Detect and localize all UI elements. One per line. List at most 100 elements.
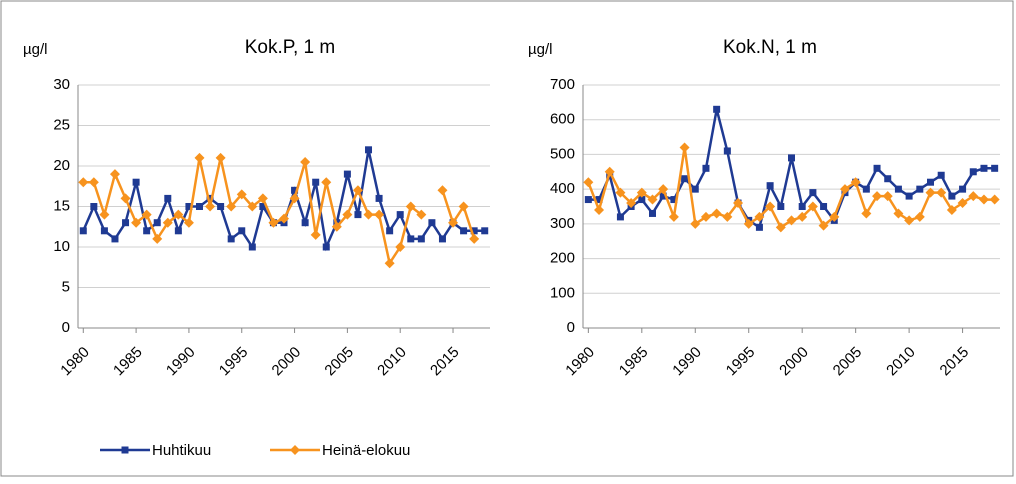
marker bbox=[363, 209, 374, 220]
marker bbox=[914, 211, 925, 222]
marker bbox=[354, 211, 362, 219]
marker bbox=[120, 193, 131, 204]
marker bbox=[882, 191, 893, 202]
marker bbox=[991, 164, 999, 172]
y-tick-label: 0 bbox=[62, 319, 70, 336]
marker bbox=[300, 156, 311, 167]
marker bbox=[331, 221, 342, 232]
marker bbox=[754, 211, 765, 222]
marker bbox=[861, 208, 872, 219]
marker bbox=[959, 185, 967, 193]
marker bbox=[713, 105, 721, 113]
marker bbox=[238, 227, 246, 235]
y-tick-label: 600 bbox=[550, 111, 575, 128]
marker bbox=[236, 189, 247, 200]
marker bbox=[839, 184, 850, 195]
marker bbox=[691, 185, 699, 193]
marker bbox=[174, 227, 182, 235]
chart-title: Kok.P, 1 m bbox=[245, 37, 335, 58]
marker bbox=[195, 203, 203, 210]
marker bbox=[395, 242, 406, 252]
marker bbox=[405, 201, 416, 212]
marker bbox=[185, 203, 193, 210]
marker bbox=[809, 189, 817, 197]
y-axis-label: µg/l bbox=[528, 41, 553, 58]
marker bbox=[797, 211, 808, 222]
marker bbox=[948, 192, 956, 200]
marker bbox=[481, 227, 489, 235]
marker bbox=[301, 219, 309, 227]
marker bbox=[679, 142, 690, 153]
marker bbox=[343, 170, 351, 178]
marker bbox=[78, 177, 89, 188]
y-tick-label: 700 bbox=[550, 76, 575, 93]
marker bbox=[615, 187, 626, 198]
marker bbox=[321, 177, 332, 188]
marker bbox=[937, 171, 945, 179]
marker bbox=[702, 164, 710, 172]
marker bbox=[206, 194, 214, 202]
legend-label: Huhtikuu bbox=[152, 442, 211, 459]
legend-marker bbox=[290, 445, 300, 455]
marker bbox=[205, 201, 216, 212]
marker bbox=[109, 169, 120, 180]
y-tick-label: 10 bbox=[53, 238, 70, 255]
marker bbox=[978, 194, 989, 205]
marker bbox=[872, 191, 883, 202]
marker bbox=[850, 177, 861, 188]
marker bbox=[968, 191, 979, 202]
y-tick-label: 20 bbox=[53, 157, 70, 174]
marker bbox=[711, 208, 722, 219]
marker bbox=[460, 227, 468, 235]
marker bbox=[289, 193, 300, 204]
marker bbox=[131, 217, 142, 228]
marker bbox=[396, 211, 404, 219]
marker bbox=[946, 204, 957, 215]
marker bbox=[873, 164, 881, 172]
marker bbox=[386, 227, 394, 235]
marker bbox=[99, 209, 110, 220]
y-tick-label: 15 bbox=[53, 197, 70, 214]
marker bbox=[153, 219, 161, 227]
marker bbox=[164, 194, 172, 202]
marker bbox=[700, 211, 711, 222]
chart-title: Kok.N, 1 m bbox=[723, 37, 817, 58]
marker bbox=[649, 209, 656, 217]
y-tick-label: 30 bbox=[53, 76, 70, 93]
marker bbox=[916, 185, 924, 193]
marker bbox=[681, 175, 689, 183]
marker bbox=[417, 235, 425, 243]
marker bbox=[788, 154, 795, 162]
marker bbox=[437, 185, 448, 196]
marker bbox=[670, 196, 678, 204]
marker bbox=[141, 209, 152, 220]
marker bbox=[470, 227, 478, 235]
marker bbox=[583, 177, 594, 188]
marker bbox=[862, 185, 870, 193]
marker bbox=[162, 217, 173, 228]
marker bbox=[638, 196, 646, 204]
marker bbox=[248, 243, 256, 251]
marker bbox=[365, 146, 373, 154]
marker bbox=[604, 166, 615, 177]
marker bbox=[584, 196, 592, 204]
marker bbox=[969, 168, 977, 176]
marker bbox=[407, 235, 415, 243]
marker bbox=[79, 227, 87, 235]
marker bbox=[448, 217, 459, 228]
marker bbox=[659, 192, 667, 200]
marker bbox=[312, 178, 320, 186]
marker bbox=[173, 209, 184, 220]
marker bbox=[152, 233, 163, 244]
marker bbox=[428, 219, 436, 227]
marker bbox=[626, 198, 637, 209]
marker bbox=[226, 201, 237, 212]
y-tick-label: 300 bbox=[550, 215, 575, 232]
marker bbox=[183, 217, 194, 228]
marker bbox=[438, 235, 446, 243]
marker bbox=[100, 227, 108, 235]
marker bbox=[458, 201, 469, 212]
marker bbox=[980, 164, 988, 172]
marker bbox=[217, 203, 225, 210]
marker bbox=[647, 194, 658, 205]
